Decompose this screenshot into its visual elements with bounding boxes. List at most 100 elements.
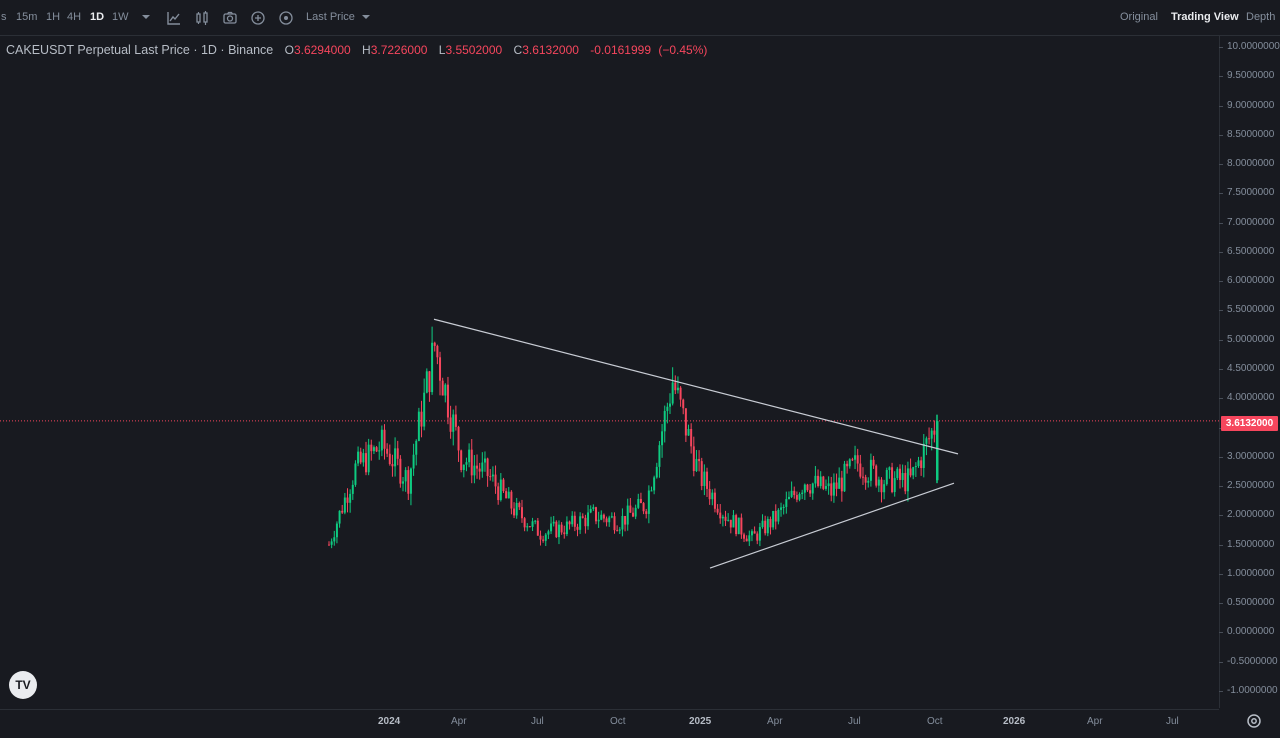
candle [365,441,368,476]
current-price-tag: 3.6132000 [1221,416,1278,431]
candle [769,516,772,535]
candle [507,487,510,499]
time-tick: Apr [767,716,783,727]
candle [452,409,455,446]
candle [885,467,888,486]
candle [917,456,920,468]
tradingview-logo[interactable]: TV [9,671,37,699]
candle [510,490,513,515]
candle [753,526,756,534]
price-tick: 9.0000000 [1218,99,1275,111]
candle [457,425,460,462]
price-tick: 10.0000000 [1219,41,1280,52]
candle [795,491,798,503]
chart-type-icon[interactable] [194,10,210,26]
candle [682,398,685,415]
candle [597,511,600,528]
candle [700,457,703,491]
candlestick-chart[interactable] [0,36,1219,708]
time-tick: Apr [451,716,467,727]
candle [653,475,656,495]
price-axis[interactable]: 10.0000000 9.5000000 9.0000000 8.5000000 8.0… [1218,36,1280,708]
price-tick: 1.5000000 [1218,538,1275,550]
candle [888,466,891,479]
candle [674,375,677,395]
candle [920,456,923,476]
candle [568,520,571,530]
candle [711,489,714,506]
candle [338,510,341,528]
candle [814,466,817,488]
time-tick: 2025 [689,716,712,727]
candle [555,520,558,539]
price-tick: 7.5000000 [1218,187,1275,199]
candle [904,465,907,495]
candle [341,504,344,514]
candle [666,402,669,424]
view-trading-view[interactable]: Trading View [1171,11,1239,23]
candle [370,439,373,461]
candle [727,513,730,522]
price-tick: 8.0000000 [1218,158,1275,170]
candle [565,516,568,537]
candle [608,515,611,527]
candle [745,535,748,542]
candle [780,502,783,517]
view-original[interactable]: Original [1120,11,1158,23]
interval-4h[interactable]: 4H [67,11,82,23]
interval-1h[interactable]: 1H [46,11,61,23]
candle [740,513,743,539]
symbol-title: CAKEUSDT Perpetual Last Price · 1D · Bin… [6,43,274,57]
candle [877,476,880,493]
candle [632,507,634,518]
chart-settings-icon[interactable] [1245,712,1263,730]
candle [431,326,434,395]
time-tick: 2024 [378,716,401,727]
candle [333,530,336,546]
price-tick: 0.0000000 [1218,626,1275,638]
candle [520,499,523,523]
candle [819,471,822,489]
price-tick: -0.5000000 [1219,655,1278,667]
interval-dropdown-icon[interactable] [140,11,156,27]
candle [436,344,439,365]
price-type-select[interactable]: Last Price [306,0,371,35]
candle [362,448,365,467]
candle [671,367,674,406]
interval-1d[interactable]: 1D [90,11,105,23]
camera-icon[interactable] [222,10,238,26]
candle [613,512,616,534]
high-value: 3.7226000 [370,43,428,57]
interval-1w[interactable]: 1W [112,11,129,23]
settings-circle-icon[interactable] [278,10,294,26]
interval-seconds[interactable]: s [1,11,7,23]
candle [914,462,917,477]
interval-15m[interactable]: 15m [16,11,38,23]
candle [539,530,542,546]
candle [695,449,698,473]
candle [875,464,878,488]
indicators-icon[interactable] [166,10,182,26]
chart-toolbar: s 15m 1H 4H 1D 1W Last Price Original Tr… [0,0,1280,36]
time-axis[interactable]: 2024 Apr Jul Oct 2025 Apr Jul Oct 2026 Apr Jul [0,709,1219,738]
candle [785,491,788,514]
price-tick: 2.0000000 [1218,509,1275,521]
candle [684,408,687,442]
candle [721,514,724,527]
candle [584,514,587,534]
view-depth[interactable]: Depth [1246,11,1276,23]
candle [629,498,632,513]
candle [526,523,529,532]
high-label: H [362,43,371,57]
candle [357,446,360,467]
candle [869,453,872,487]
trendline-lower[interactable] [709,482,955,569]
price-tick: 2.5000000 [1218,480,1275,492]
trendline-upper[interactable] [433,318,959,455]
candle [729,519,732,534]
open-value: 3.6294000 [293,43,351,57]
change-value: -0.0161999 [590,43,652,57]
add-indicator-icon[interactable] [250,10,266,26]
candle [766,516,769,537]
candle [396,440,399,466]
